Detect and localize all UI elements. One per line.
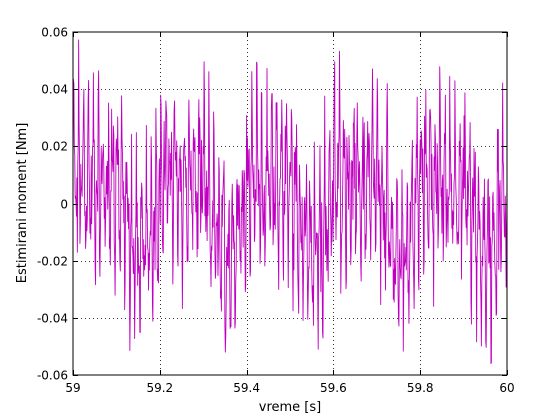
y-tick-label: -0.04 [37,312,68,326]
y-tick-label: 0.02 [41,140,68,154]
plot-frame [72,31,508,376]
axis-ticks [73,32,508,376]
y-tick-labels: -0.06 -0.04 -0.02 0 0.02 0.04 0.06 [37,26,68,383]
x-tick-labels: 59 59.2 59.4 59.6 59.8 60 [65,381,514,395]
series-layer [72,39,508,365]
y-tick-label: 0 [60,198,68,212]
y-tick-label: 0.04 [41,83,68,97]
x-tick-label: 59.8 [407,381,434,395]
x-axis-label: vreme [s] [259,400,321,415]
x-tick-label: 59 [65,381,80,395]
x-tick-label: 59.2 [146,381,173,395]
x-tick-label: 59.6 [320,381,347,395]
y-tick-label: -0.06 [37,369,68,383]
series-line [72,39,508,365]
y-axis-label: Estimirani moment [Nm] [15,123,30,284]
x-tick-label: 60 [499,381,514,395]
y-tick-label: -0.02 [37,255,68,269]
y-tick-label: 0.06 [41,26,68,40]
x-tick-label: 59.4 [233,381,260,395]
